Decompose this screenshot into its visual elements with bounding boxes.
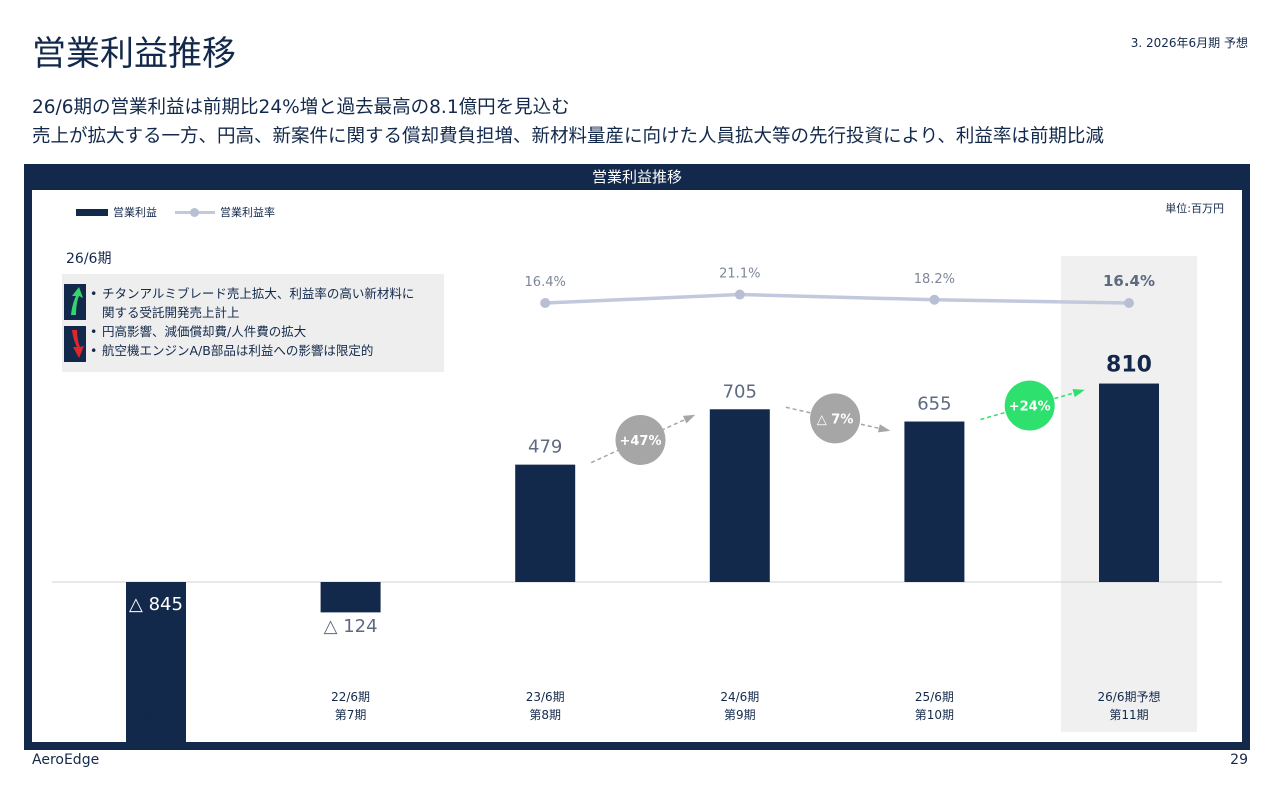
legend-bar-label: 営業利益 [113, 206, 157, 219]
margin-label-2: 16.4% [525, 275, 566, 290]
x-tick-sublabel-2: 第8期 [529, 708, 561, 722]
margin-line [545, 292, 1130, 305]
legend-line-label: 営業利益率 [220, 206, 275, 219]
x-tick-label-5: 26/6期予想 [1098, 689, 1161, 704]
note-period: 26/6期 [66, 251, 112, 267]
growth-badge-label-1: △ 7% [817, 412, 854, 427]
unit-label: 単位:百万円 [1165, 202, 1224, 215]
section-tag: 3. 2026年6月期 予想 [1130, 36, 1248, 50]
up-arrow-icon [64, 284, 86, 320]
bar-3 [709, 409, 770, 582]
x-tick-sublabel-4: 第10期 [915, 708, 954, 722]
subtitle-line-1: 26/6期の営業利益は前期比24%増と過去最高の8.1億円を見込む [32, 97, 570, 118]
subtitle-line-2: 売上が拡大する一方、円高、新案件に関する償却費負担増、新材料量産に向けた人員拡大… [32, 126, 1104, 147]
note-down-item-2: 航空機エンジンA/B部品は利益への影響は限定的 [90, 341, 414, 360]
bar-label-3: 705 [723, 381, 757, 402]
bar-4 [904, 421, 965, 582]
growth-badge-label-2: +24% [1009, 400, 1051, 415]
bar-1 [320, 582, 381, 613]
bar-label-1: △ 124 [324, 616, 378, 637]
x-tick-sublabel-3: 第9期 [724, 708, 756, 722]
growth-badge-0 [615, 414, 666, 465]
note-list: チタンアルミブレード売上拡大、利益率の高い新材料に 関する受託開発売上計上 円高… [90, 284, 414, 360]
margin-point-3 [734, 289, 745, 300]
bar-label-0: △ 845 [129, 594, 183, 615]
footer-brand: AeroEdge [32, 752, 100, 768]
growth-badge-label-0: +47% [619, 434, 661, 449]
legend-line-swatch [175, 205, 215, 219]
bar-2 [515, 464, 576, 582]
margin-label-3: 21.1% [719, 267, 760, 282]
chart-area: △ 845 △ 124 479 705 655 810 21/6期第6期 22/6期第7期 23… [32, 190, 1242, 742]
bar-5 [1099, 383, 1159, 582]
bar-label-5: 810 [1106, 353, 1152, 378]
x-tick-sublabel-0: 第6期 [140, 708, 172, 722]
margin-point-2 [540, 298, 551, 308]
down-arrow-icon [64, 326, 86, 362]
x-tick-label-0: 21/6期 [137, 690, 176, 704]
legend-bar-swatch [76, 208, 108, 216]
note-up-item-1: チタンアルミブレード売上拡大、利益率の高い新材料に [90, 284, 414, 303]
growth-arrowhead-2 [1072, 389, 1085, 398]
growth-arrowhead-0 [682, 414, 696, 424]
page-title: 営業利益推移 [32, 34, 236, 74]
growth-badge-1 [810, 393, 861, 444]
bar-label-4: 655 [917, 394, 951, 415]
subtitle: 26/6期の営業利益は前期比24%増と過去最高の8.1億円を見込む 売上が拡大す… [32, 93, 1104, 151]
margin-point-4 [929, 294, 940, 305]
growth-badge-2 [1004, 380, 1055, 431]
margin-point-5 [1124, 298, 1134, 308]
note-down-item-1: 円高影響、減価償却費/人件費の拡大 [90, 322, 414, 341]
panel-title: 営業利益推移 [591, 168, 682, 186]
x-tick-sublabel-1: 第7期 [335, 708, 367, 722]
chart-legend: 営業利益 営業利益率 [76, 204, 275, 220]
x-tick-label-4: 25/6期 [915, 690, 954, 704]
x-tick-label-2: 23/6期 [526, 690, 565, 704]
x-tick-label-3: 24/6期 [720, 690, 759, 704]
chart-panel: 営業利益推移 △ 845 △ 124 479 705 655 810 21/6期第6期 22/… [24, 164, 1250, 750]
note-up-item-1-cont: 関する受託開発売上計上 [102, 305, 240, 320]
x-tick-sublabel-5: 第11期 [1109, 708, 1148, 722]
margin-label-5: 16.4% [1103, 272, 1155, 290]
margin-label-4: 18.2% [914, 272, 955, 287]
x-tick-label-1: 22/6期 [331, 690, 370, 704]
page-number: 29 [1230, 752, 1248, 768]
bar-label-2: 479 [528, 437, 562, 458]
bar-0 [126, 582, 186, 742]
note-box: チタンアルミブレード売上拡大、利益率の高い新材料に 関する受託開発売上計上 円高… [62, 274, 444, 372]
growth-arrowhead-1 [878, 424, 891, 433]
